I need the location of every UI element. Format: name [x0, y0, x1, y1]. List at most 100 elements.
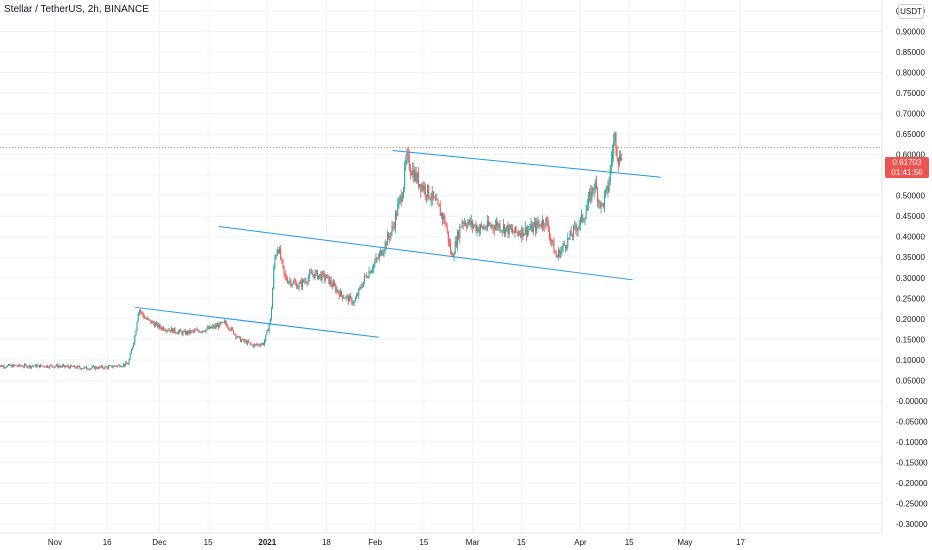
trendline[interactable] [134, 306, 379, 338]
trendline[interactable] [218, 225, 633, 281]
candle-body [579, 217, 581, 225]
candle-body [383, 250, 385, 254]
candle-body [392, 226, 394, 227]
candle-body [52, 366, 54, 368]
candle-body [48, 367, 50, 368]
candle-body [53, 366, 55, 368]
candle-body [12, 364, 14, 368]
candle-body [129, 353, 131, 360]
candle-body [322, 272, 324, 274]
candle-body [82, 368, 84, 369]
candle-body [259, 345, 261, 346]
candle-body [243, 339, 245, 342]
candle-body [497, 222, 499, 228]
candle-body [380, 250, 382, 254]
candle-body [264, 340, 266, 345]
candle-body [131, 346, 133, 350]
y-tick-label: 0.20000 [896, 315, 925, 324]
candle-body [366, 275, 368, 278]
candle-body [349, 296, 351, 302]
candle-body [336, 289, 338, 292]
candle-body [471, 220, 473, 227]
y-tick-label: -0.30000 [896, 520, 928, 529]
x-tick-label: 15 [625, 538, 634, 547]
candle-body [172, 328, 174, 333]
candle-body [517, 232, 519, 235]
candle-body [73, 365, 75, 368]
candle-body [465, 222, 467, 226]
candle-body [499, 224, 501, 231]
candle-body [142, 312, 144, 316]
candle-body [540, 226, 542, 228]
candle-body [508, 225, 510, 235]
candle-body [165, 330, 167, 332]
candle-body [26, 365, 28, 368]
candle-body [482, 226, 484, 229]
candle-body [30, 366, 32, 368]
candle-body [554, 253, 556, 254]
candle-body [118, 364, 120, 366]
candle-body [456, 231, 458, 247]
candle-body [29, 365, 31, 368]
candle-body [467, 222, 469, 228]
candle-body [338, 292, 340, 297]
candle-body [24, 364, 26, 367]
candle-body [154, 323, 156, 327]
candle-body [543, 220, 545, 226]
y-tick-label: 0.25000 [896, 294, 925, 303]
candle-body [11, 365, 13, 368]
candle-body [64, 364, 66, 367]
candle-body [159, 324, 161, 328]
candle-body [591, 187, 593, 201]
candle-body [346, 296, 348, 297]
candle-body [318, 275, 320, 279]
candle-body [314, 272, 316, 278]
candle-body [431, 191, 433, 200]
candle-body [355, 295, 357, 299]
candle-body [612, 153, 614, 159]
candle-body [582, 214, 584, 222]
candle-body [365, 275, 367, 277]
candle-body [91, 366, 93, 368]
candle-body [610, 158, 612, 167]
candle-body [608, 182, 610, 192]
time-axis[interactable]: Nov 16 Dec 15 2021 18 Feb 15 Mar 15 Apr 15 May 17 [0, 532, 882, 547]
candle-body [440, 213, 442, 217]
candle-body [106, 366, 108, 369]
candle-body [75, 367, 77, 369]
candle-body [285, 276, 287, 281]
candle-body [43, 366, 45, 367]
candle-body [382, 253, 384, 256]
candle-body [138, 310, 140, 314]
candle-body [310, 272, 312, 274]
candle-body [287, 280, 289, 283]
candle-body [586, 205, 588, 211]
candle-body [350, 296, 352, 298]
candle-body [130, 349, 132, 354]
candle-body [125, 362, 127, 366]
candle-body [45, 365, 47, 368]
candle-body [274, 257, 276, 267]
candle-body [25, 364, 27, 366]
candle-body [369, 271, 371, 274]
price-axis[interactable]: 0.950000.900000.850000.800000.750000.700… [881, 0, 928, 533]
candle-body [459, 226, 461, 239]
candle-body [335, 285, 337, 292]
candle-body [512, 228, 514, 232]
trendline[interactable] [392, 150, 661, 178]
candle-body [1, 365, 3, 367]
x-tick-label: May [677, 538, 692, 547]
trendlines [134, 150, 661, 338]
currency-button[interactable]: USDT [898, 4, 924, 19]
candle-body [16, 365, 18, 367]
candle-body [226, 323, 228, 327]
candle-body [331, 284, 333, 287]
candle-body [509, 225, 511, 230]
candle-body [250, 342, 252, 345]
candle-body [134, 336, 136, 343]
candle-body [376, 257, 378, 259]
candle-body [292, 281, 294, 285]
candle-body [417, 173, 419, 187]
candle-body [568, 237, 570, 239]
